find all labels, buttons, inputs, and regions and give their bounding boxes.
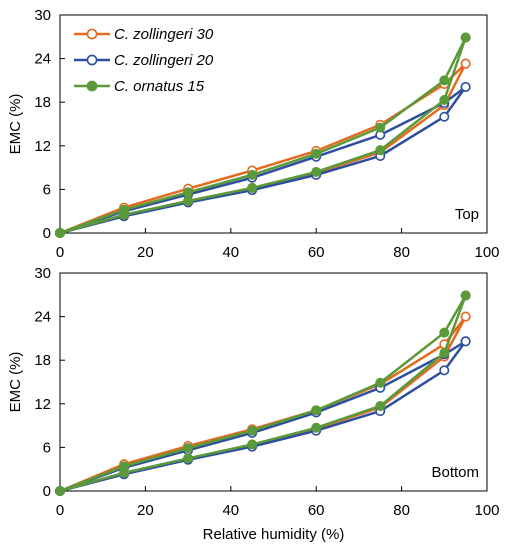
y-axis-label: EMC (%) (7, 352, 24, 413)
data-point (460, 311, 471, 322)
data-point (311, 166, 322, 177)
legend-label: C. zollingeri 30 (114, 26, 214, 43)
data-point (439, 327, 450, 338)
plot-frame (59, 272, 488, 492)
x-tick-label: 80 (393, 244, 410, 261)
x-tick-label: 60 (308, 244, 325, 261)
desorption-curve (59, 36, 467, 235)
x-tick-label: 0 (56, 502, 64, 519)
data-point (247, 439, 258, 450)
data-point (460, 81, 471, 92)
data-point (460, 32, 471, 43)
data-point (460, 336, 471, 347)
x-tick-label: 80 (393, 502, 410, 519)
x-axis-label: Relative humidity (%) (203, 526, 345, 543)
y-tick-label: 12 (34, 138, 51, 155)
data-point (183, 187, 194, 198)
data-point (375, 122, 386, 133)
data-point (439, 111, 450, 122)
x-tick-label: 0 (56, 244, 64, 261)
data-point (119, 461, 130, 472)
x-tick-label: 100 (474, 244, 499, 261)
data-point (439, 75, 450, 86)
x-tick-label: 20 (137, 502, 154, 519)
y-tick-label: 6 (43, 439, 51, 456)
x-tick-label: 100 (474, 502, 499, 519)
y-tick-label: 18 (34, 352, 51, 369)
chart-panel-top: 0 6 12 18 24 30 0 20 40 60 80 100 EMC (%) Top C. zolli… (7, 7, 500, 261)
y-tick-label: 18 (34, 94, 51, 111)
x-tick-label: 40 (222, 244, 239, 261)
desorption-curve (59, 340, 467, 493)
y-tick-label: 30 (34, 265, 51, 282)
legend-marker (86, 28, 98, 40)
data-point (311, 422, 322, 433)
data-point (183, 453, 194, 464)
x-tick-label: 60 (308, 502, 325, 519)
panel-label: Bottom (431, 464, 479, 481)
data-point (247, 169, 258, 180)
data-point (375, 400, 386, 411)
x-tick-label: 40 (222, 502, 239, 519)
y-tick-label: 6 (43, 181, 51, 198)
y-tick-label: 24 (34, 309, 51, 326)
panel-label: Top (455, 206, 479, 223)
data-point (311, 405, 322, 416)
series-c-ornatus-15 (54, 290, 471, 496)
data-point (247, 182, 258, 193)
legend-marker (86, 80, 98, 92)
adsorption-curve (59, 295, 467, 493)
legend-label: C. ornatus 15 (114, 78, 205, 95)
data-point (54, 228, 65, 239)
data-point (375, 145, 386, 156)
y-tick-label: 24 (34, 51, 51, 68)
data-point (311, 148, 322, 159)
data-point (247, 425, 258, 436)
plot-frame (59, 14, 488, 234)
y-tick-label: 12 (34, 396, 51, 413)
y-tick-label: 0 (43, 225, 51, 242)
data-point (439, 95, 450, 106)
legend: C. zollingeri 30 C. zollingeri 20 C. ornat… (74, 26, 214, 95)
desorption-curve (59, 294, 467, 493)
legend-marker (86, 54, 98, 66)
legend-label: C. zollingeri 20 (114, 52, 214, 69)
data-point (439, 365, 450, 376)
data-point (119, 204, 130, 215)
y-tick-label: 30 (34, 7, 51, 24)
adsorption-curve (59, 340, 467, 493)
adsorption-curve (59, 37, 467, 235)
desorption-curve (59, 62, 467, 235)
data-point (54, 485, 65, 496)
y-tick-label: 0 (43, 483, 51, 500)
data-point (439, 347, 450, 358)
data-point (460, 290, 471, 301)
data-point (375, 377, 386, 388)
adsorption-curve (59, 86, 467, 235)
x-tick-label: 20 (137, 244, 154, 261)
data-point (183, 443, 194, 454)
data-point (460, 58, 471, 69)
data-point (183, 196, 194, 207)
series-c-ornatus-15 (54, 32, 471, 239)
chart-panel-bottom: 0 6 12 18 24 30 0 20 40 60 80 100 EMC (%) Relative hu… (7, 265, 500, 543)
y-axis-label: EMC (%) (7, 94, 24, 155)
